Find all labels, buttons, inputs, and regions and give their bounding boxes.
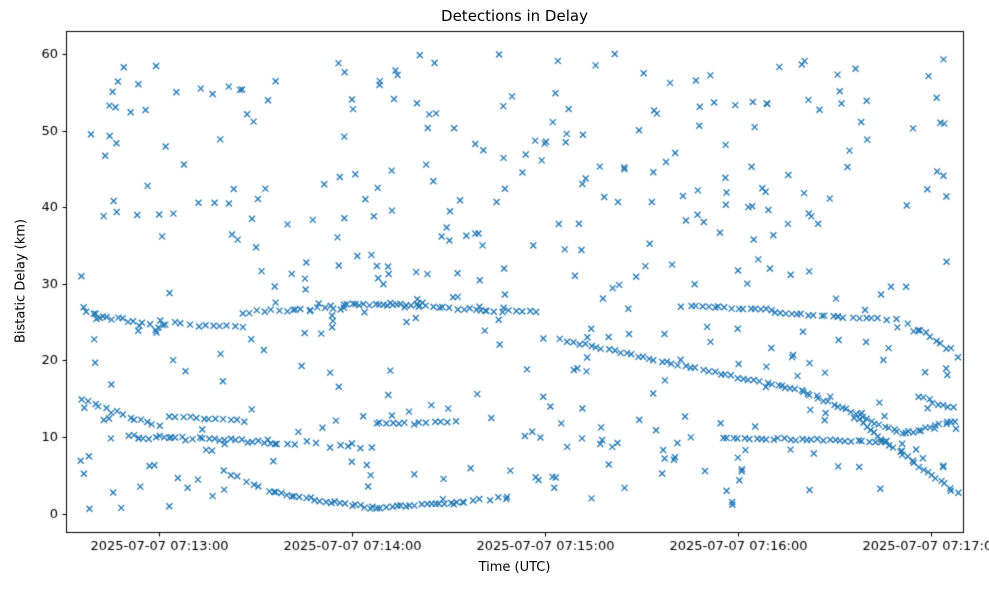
- scatter-plot-canvas: [0, 0, 989, 590]
- figure: Detections in Delay Time (UTC) Bistatic …: [0, 0, 989, 590]
